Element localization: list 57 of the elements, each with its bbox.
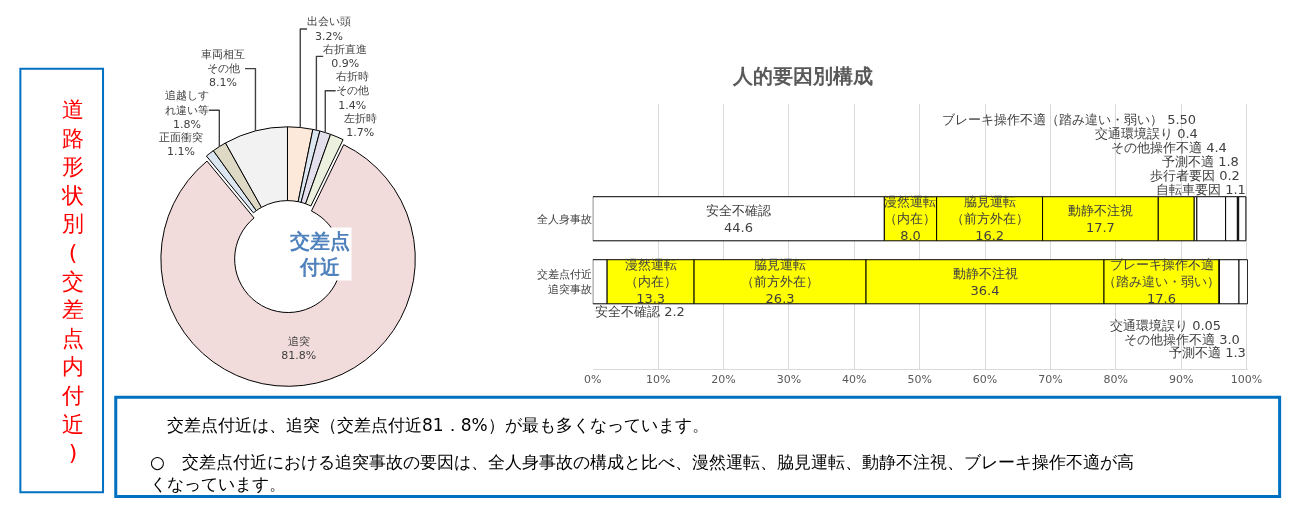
series-label: ブレーキ操作不適（踏み違い・弱い） (1103, 257, 1221, 290)
series-label: 脇見運転（前方外在） (741, 257, 820, 290)
x-tick-label: 40% (842, 372, 867, 386)
data-label: 81.8% (281, 349, 317, 363)
x-tick-label: 70% (1038, 372, 1063, 386)
x-tick-label: 20% (711, 372, 736, 386)
slice-label: 追突 (287, 335, 310, 349)
x-tick-label: 80% (1103, 372, 1129, 386)
slice-label: 右折直進 (323, 42, 368, 56)
data-label: 1.8% (172, 118, 201, 132)
data-label: 3.2% (315, 29, 344, 43)
text: 予測不適 1.8 (1162, 154, 1239, 169)
data-label: 0.9% (331, 56, 360, 70)
text: ○ 交差点付近における追突事故の要因は、全人身事故の構成と比べ、漫然運転、脇見運転、動静不注視、ブレーキ操作不適が高くなっています。 (150, 452, 1134, 495)
y-tick-label: 全人身事故 (536, 212, 592, 226)
slice-label: 正面衝突 (159, 131, 203, 145)
text: 予測不適 1.3 (1169, 345, 1246, 360)
data-label: 1.4% (338, 98, 367, 112)
text: 安全不確認 2.2 (595, 304, 685, 319)
data-label: 8.1% (209, 76, 238, 90)
data-label: 26.3 (765, 291, 795, 307)
y-tick-label: 交差点付近追突事故 (536, 268, 592, 296)
slice-label: 出会い頭 (307, 15, 352, 29)
data-label: 16.2 (975, 228, 1005, 244)
x-tick-label: 30% (776, 372, 802, 386)
series-label: 動静不注視 (1067, 202, 1133, 218)
x-tick-label: 50% (907, 372, 932, 386)
data-label: 44.6 (724, 219, 754, 235)
x-tick-label: 10% (645, 372, 671, 386)
data-label: 1.7% (346, 125, 375, 139)
chart-title: 人的要因別構成 (732, 64, 873, 88)
x-tick-label: 100% (1230, 372, 1263, 386)
text: ブレーキ操作不適（踏み違い・弱い） 5.50 (942, 112, 1197, 127)
data-label: 36.4 (970, 282, 1000, 298)
data-label: 17.7 (1085, 219, 1115, 235)
text: 歩行者要因 0.2 (1150, 168, 1240, 183)
data-label: 1.1% (167, 145, 195, 159)
text: 交通環境誤り 0.05 (1110, 318, 1222, 333)
x-tick-label: 90% (1168, 372, 1194, 386)
text: その他操作不適 4.4 (1111, 140, 1227, 155)
slice-label: 追越しすれ違い等 (164, 89, 209, 117)
text: 交通環境誤り 0.4 (1095, 126, 1198, 141)
slice-label: 車両相互その他 (201, 47, 246, 76)
data-label: 17.6 (1147, 291, 1177, 307)
text: 交差点付近 (289, 229, 350, 279)
slice-label: 左折時 (343, 111, 377, 125)
slice-label: 右折時その他 (335, 69, 369, 98)
x-tick-label: 60% (972, 372, 998, 386)
series-label: 安全不確認 (706, 202, 772, 218)
chart-title: 道路形状別(交差点内付近) (62, 97, 84, 466)
data-label: 8.0 (900, 228, 921, 244)
text: 脇見運転（前方外在） (950, 194, 1029, 227)
text: 自転車要因 1.1 (1156, 182, 1246, 197)
text: 交差点付近は、追突（交差点付近81．8%）が最も多くなっています。 (150, 415, 709, 435)
text: 漫然運転（内在） (624, 257, 677, 290)
text: 動静不注視 (952, 265, 1018, 281)
x-tick-label: 0% (584, 372, 602, 386)
